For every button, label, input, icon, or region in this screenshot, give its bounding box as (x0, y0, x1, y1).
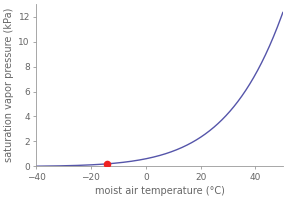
Y-axis label: saturation vapor pressure (kPa): saturation vapor pressure (kPa) (4, 8, 14, 162)
Point (105, 162, 110, 165)
X-axis label: moist air temperature (°C): moist air temperature (°C) (94, 186, 224, 196)
